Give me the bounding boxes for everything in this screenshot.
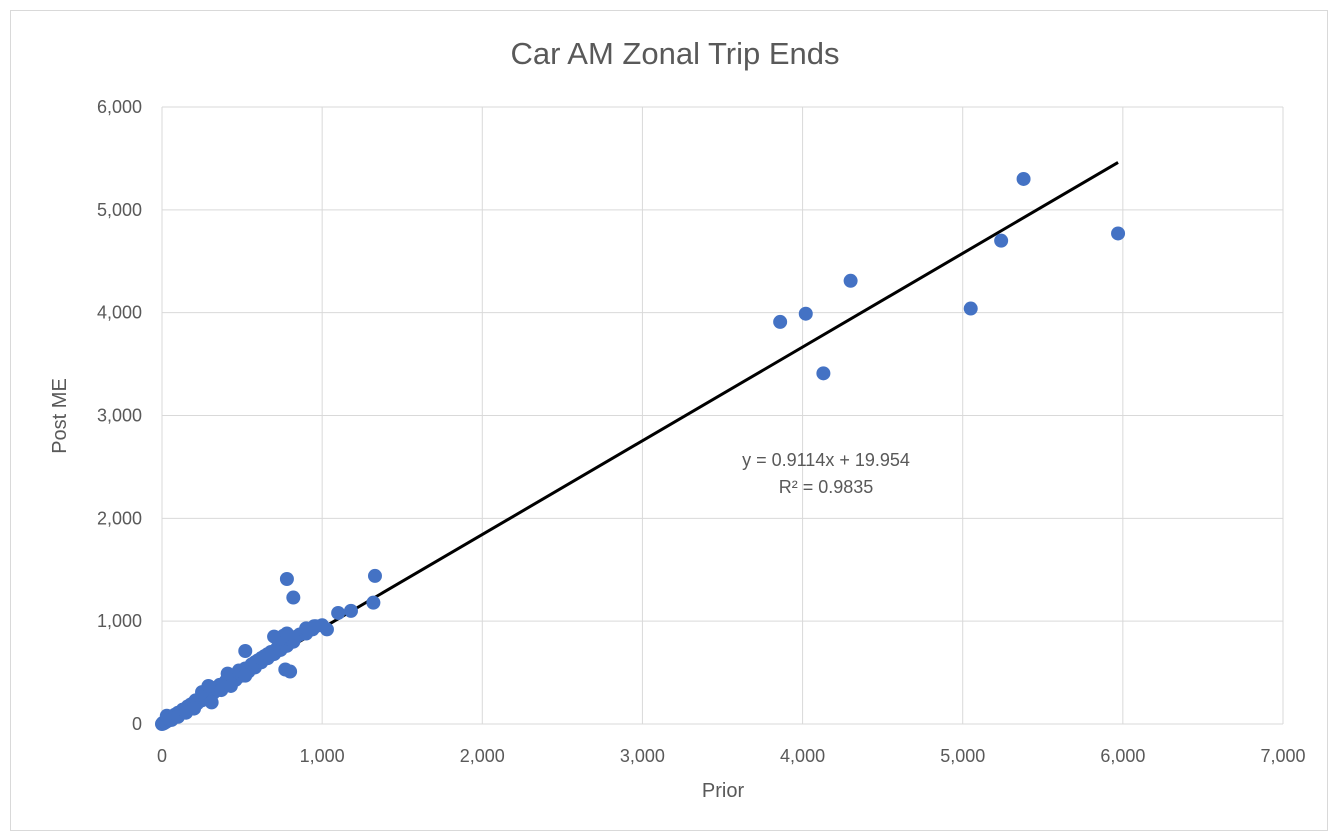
data-point [963,301,978,316]
x-tick-labels: 0 1,000 2,000 3,000 4,000 5,000 6,000 7,000 [157,746,1306,766]
data-point [343,603,358,618]
data-point [238,643,253,658]
x-tick-label: 6,000 [1100,746,1145,766]
y-tick-label: 4,000 [97,303,142,323]
y-tick-labels: 0 1,000 2,000 3,000 4,000 5,000 6,000 [97,97,142,734]
data-point [367,568,382,583]
y-tick-label: 6,000 [97,97,142,117]
data-point [283,664,298,679]
x-axis-title: Prior [702,780,745,802]
trendline-r-squared: R² = 0.9835 [779,477,874,497]
data-point [260,647,275,662]
data-point [1111,226,1126,241]
data-point [843,273,858,288]
x-tick-label: 4,000 [780,746,825,766]
data-point [279,572,294,587]
data-point [798,306,813,321]
chart-title: Car AM Zonal Trip Ends [510,36,839,71]
data-point [816,366,831,381]
data-point [187,701,202,716]
data-points [155,171,1126,731]
data-point [201,678,216,693]
data-point [366,595,381,610]
y-tick-label: 1,000 [97,611,142,631]
data-point [238,668,253,683]
data-point [204,695,219,710]
data-point [1016,171,1031,186]
data-point [223,678,238,693]
data-point [319,622,334,637]
data-point [307,619,322,634]
x-tick-label: 5,000 [940,746,985,766]
y-tick-label: 2,000 [97,508,142,528]
x-tick-label: 3,000 [620,746,665,766]
data-point [279,626,294,641]
y-tick-label: 0 [132,714,142,734]
data-point [994,233,1009,248]
x-tick-label: 2,000 [460,746,505,766]
data-point [220,666,235,681]
data-point [773,314,788,329]
y-axis-title: Post ME [49,378,71,454]
x-tick-label: 1,000 [300,746,345,766]
chart-area [10,10,1328,831]
y-tick-label: 3,000 [97,406,142,426]
trendline-equation: y = 0.9114x + 19.954 [742,450,910,470]
x-tick-label: 7,000 [1260,746,1305,766]
gridlines [161,106,1284,725]
y-tick-label: 5,000 [97,200,142,220]
x-tick-label: 0 [157,746,167,766]
data-point [331,605,346,620]
data-point [286,590,301,605]
